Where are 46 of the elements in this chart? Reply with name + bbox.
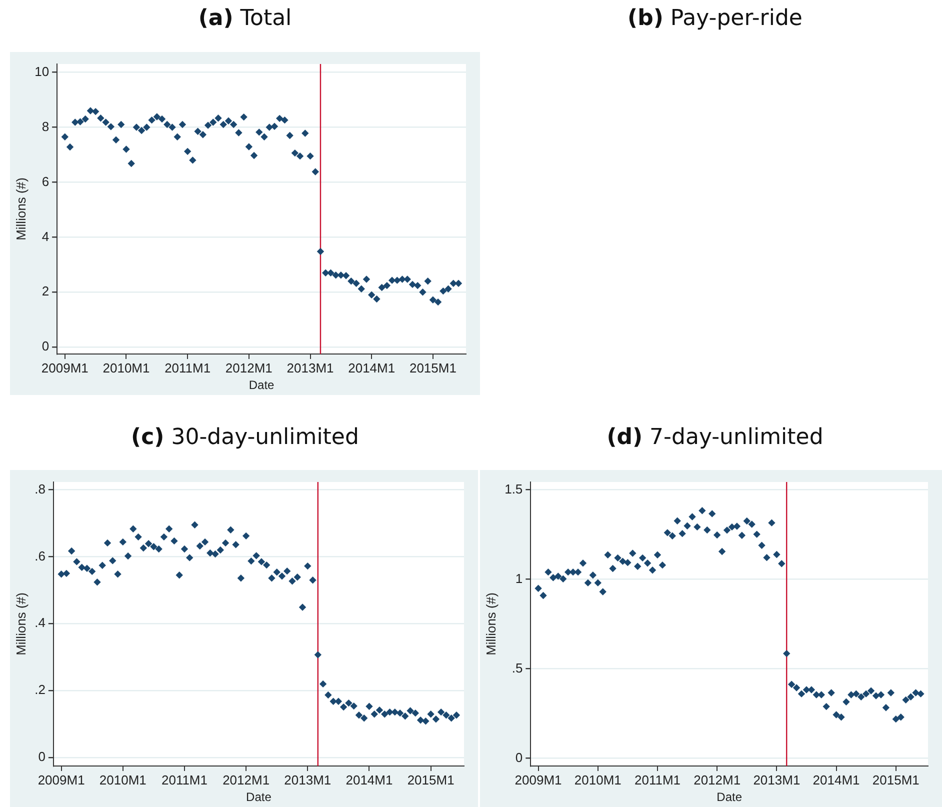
y-tick-label: 1 [515,570,523,586]
text: (b) Pay-per-ride [626,6,804,31]
x-tick-label: 2011M1 [634,772,680,788]
x-tick-label: 2015M1 [872,772,920,788]
x-tick-label: 2011M1 [161,772,208,788]
x-tick-label: 2010M1 [574,772,622,788]
x-tick-label: 2012M1 [222,772,270,788]
x-tick-label: 2013M1 [286,360,334,376]
y-tick-label: 0 [42,338,50,354]
x-tick-label: 2015M1 [409,360,456,376]
x-tick-label: 2009M1 [41,360,88,376]
y-tick-label: 6 [42,174,50,189]
x-tick-label: 2014M1 [812,772,860,788]
x-tick-label: 2009M1 [38,772,85,788]
y-tick-label: .5 [512,660,523,676]
y-axis-title: Millions (#) [483,592,498,656]
x-tick-label: 2015M1 [407,772,454,788]
x-tick-label: 2012M1 [694,772,741,788]
x-tick-label: 2012M1 [225,360,272,376]
y-tick-label: 8 [42,118,50,134]
x-tick-label: 2009M1 [514,772,562,788]
x-axis-title: Date [248,378,275,392]
x-tick-label: 2014M1 [346,772,393,788]
y-axis-title: Millions (#) [13,178,28,240]
x-axis-title: Date [716,790,742,804]
x-tick-label: 2010M1 [102,360,150,376]
x-tick-label: 2013M1 [753,772,800,788]
x-tick-label: 2014M1 [348,360,396,376]
y-tick-label: 0 [38,749,46,764]
y-tick-label: .4 [34,615,46,630]
chart-title: (a) Total [197,6,293,31]
y-tick-label: .2 [34,682,46,698]
y-tick-label: 0 [515,750,523,765]
chart-title: (c) 30-day-unlimited [130,425,360,450]
x-tick-label: 2013M1 [284,772,332,788]
x-tick-label: 2010M1 [99,772,146,788]
y-tick-label: .8 [34,481,46,496]
y-tick-label: .6 [34,548,46,564]
y-tick-label: 10 [34,64,50,79]
y-tick-label: 4 [42,228,50,244]
x-tick-label: 2011M1 [164,360,211,376]
y-tick-label: 2 [42,284,50,299]
y-tick-label: 1.5 [504,481,523,496]
chart-title: (d) 7-day-unlimited [606,425,824,450]
y-axis-title: Millions (#) [13,592,28,656]
x-axis-title: Date [246,790,272,804]
